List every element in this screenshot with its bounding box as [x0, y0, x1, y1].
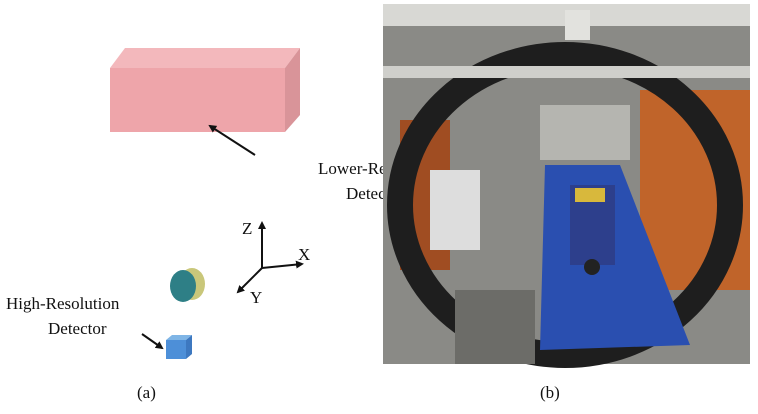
axis-label: Z [242, 219, 252, 238]
low-res-detector [110, 68, 285, 132]
axis-label: Y [250, 288, 262, 307]
panel-b-photo: (b) [383, 4, 750, 402]
figure: Lower-Resolution Detector Z X Y High-Res… [0, 0, 758, 414]
label-line: Detector [48, 319, 107, 338]
panel-a: Lower-Resolution Detector Z X Y High-Res… [6, 48, 442, 402]
axis-label: X [298, 245, 310, 264]
floor [455, 290, 535, 364]
detector-housing [540, 105, 630, 160]
object [430, 170, 480, 250]
axis-x [262, 264, 302, 268]
disc [170, 270, 196, 302]
caption: (b) [540, 383, 560, 402]
box-top [110, 48, 300, 68]
pointer-arrow [142, 334, 162, 348]
caption: (a) [137, 383, 156, 402]
label-line: High-Resolution [6, 294, 120, 313]
high-res-detector [166, 340, 186, 359]
frame-bar [383, 66, 750, 78]
knob [584, 259, 600, 275]
bracket [565, 10, 590, 40]
stage-part [575, 188, 605, 202]
